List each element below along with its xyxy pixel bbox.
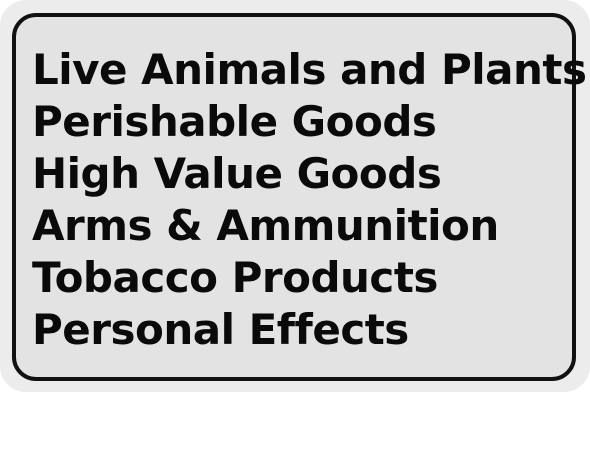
sign-line-high-value-goods: High Value Goods bbox=[32, 149, 442, 198]
sign-line-tobacco-products: Tobacco Products bbox=[32, 253, 438, 302]
sign-line-perishable-goods: Perishable Goods bbox=[32, 97, 437, 146]
sign-line-arms-and-ammunition: Arms & Ammunition bbox=[32, 201, 499, 250]
sign-border bbox=[12, 13, 576, 381]
sign-text-list: Live Animals and Plants Perishable Goods… bbox=[32, 44, 587, 356]
sign-line-live-animals-and-plants: Live Animals and Plants bbox=[32, 45, 587, 94]
sign-line-personal-effects: Personal Effects bbox=[32, 305, 409, 354]
sign-plate: Live Animals and Plants Perishable Goods… bbox=[0, 0, 590, 392]
